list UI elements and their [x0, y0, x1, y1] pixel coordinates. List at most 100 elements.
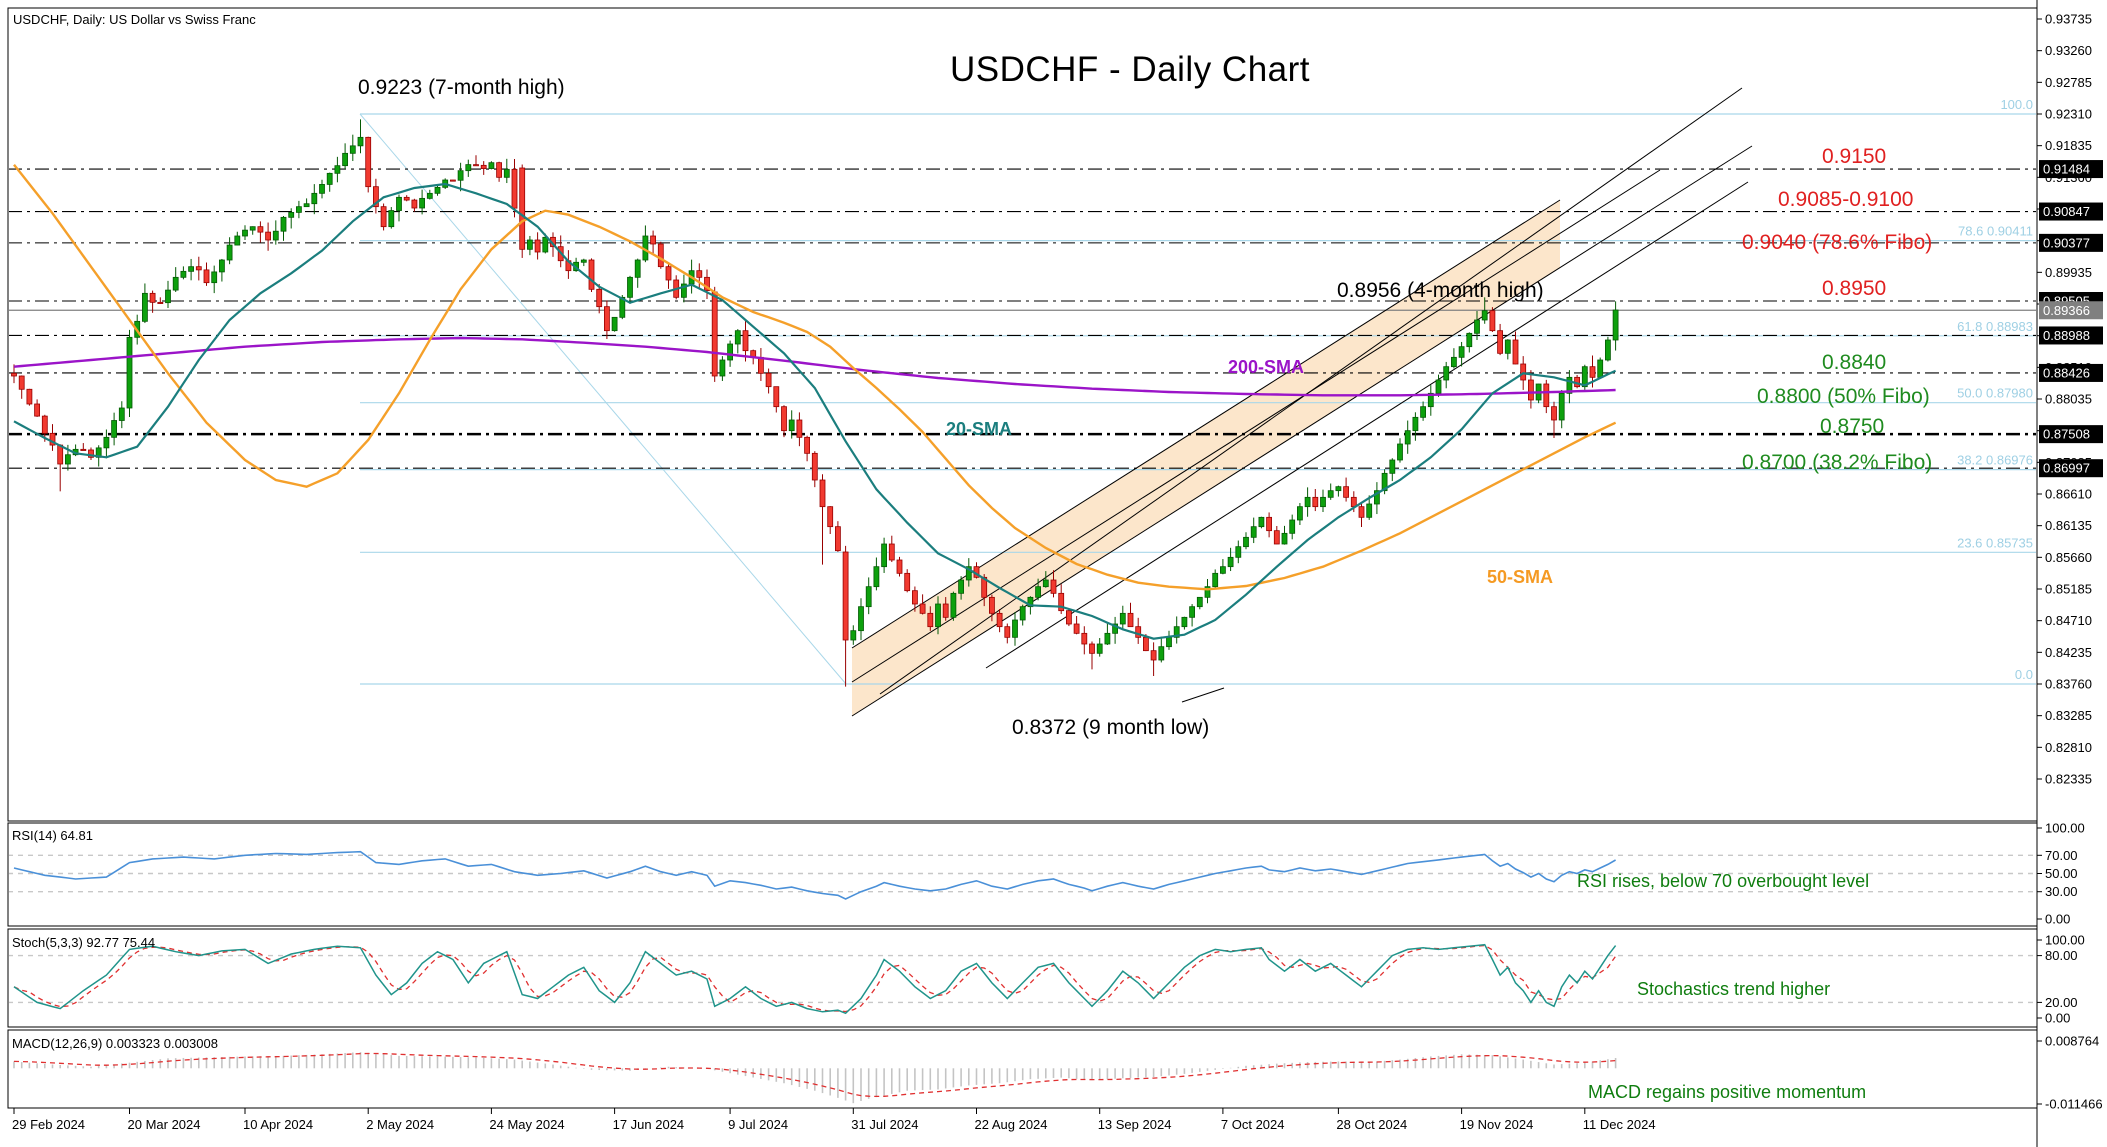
stoch-axis-tick: 80.00: [2045, 948, 2078, 963]
price-axis-box: [2039, 233, 2103, 252]
price-axis-box-value: 0.90377: [2043, 235, 2090, 250]
candlestick-series-down: [11, 136, 1596, 687]
rsi-axis-tick: 30.00: [2045, 884, 2078, 899]
price-axis-box-value: 0.89366: [2043, 303, 2090, 318]
date-axis-label: 19 Nov 2024: [1460, 1117, 1534, 1132]
rsi-axis-tick: 0.00: [2045, 912, 2070, 927]
resistance-0895-label: 0.8950: [1822, 277, 1887, 300]
rsi-line: [13, 850, 1616, 900]
price-axis-tick: 0.92310: [2045, 107, 2092, 122]
price-axis-box-value: 0.91484: [2043, 162, 2090, 177]
date-axis-label: 20 Mar 2024: [128, 1117, 201, 1132]
stoch-axis-tick: 0.00: [2045, 1011, 2070, 1026]
four-month-high-label: 0.8956 (4-month high): [1337, 279, 1544, 302]
stoch-axis-tick: 20.00: [2045, 995, 2078, 1010]
price-axis-tick: 0.86610: [2045, 487, 2092, 502]
date-axis-label: 31 Jul 2024: [851, 1117, 918, 1132]
rsi-axis-tick: 70.00: [2045, 848, 2078, 863]
sma200-label: 200-SMA: [1228, 357, 1305, 377]
price-axis-box-value: 0.87508: [2043, 427, 2090, 442]
page-title: USDCHF - Daily Chart: [949, 50, 1311, 89]
fibo-level-label: 23.6 0.85735: [1957, 535, 2033, 550]
macd-histogram: [13, 1052, 1617, 1104]
rsi-axis-tick: 100.00: [2045, 821, 2085, 836]
price-axis-tick: 0.91835: [2045, 138, 2092, 153]
price-axis-tick: 0.82335: [2045, 772, 2092, 787]
price-axis-tick: 0.84235: [2045, 645, 2092, 660]
low-pointer: [1181, 687, 1225, 703]
price-axis-tick: 0.92785: [2045, 75, 2092, 90]
stochastic-indicator-label: Stoch(5,3,3) 92.77 75.44: [12, 935, 156, 950]
fibo-level-label: 100.0: [2000, 97, 2033, 112]
price-axis-box: [2039, 425, 2103, 444]
price-axis-box-value: 0.90847: [2043, 204, 2090, 219]
fibo-level-label: 61.8 0.88983: [1957, 319, 2033, 334]
support-0884-label: 0.8840: [1822, 351, 1887, 374]
sma200-line: [13, 336, 1616, 397]
rsi-axis-tick: 50.00: [2045, 866, 2078, 881]
rsi-panel-plot: [9, 850, 2036, 900]
date-axis-label: 9 Jul 2024: [728, 1117, 788, 1132]
seven-month-high-label: 0.9223 (7-month high): [358, 76, 565, 99]
support-fibo50-label: 0.8800 (50% Fibo): [1757, 385, 1930, 408]
date-axis-label: 28 Oct 2024: [1336, 1117, 1407, 1132]
price-axis-tick: 0.82810: [2045, 740, 2092, 755]
macd-panel-plot: [13, 1052, 1617, 1104]
main-chart-plot: [9, 87, 2036, 717]
fibo-level-label: 50.0 0.87980: [1957, 386, 2033, 401]
stochastic-panel-plot: [9, 943, 2036, 1015]
date-axis-label: 2 May 2024: [366, 1117, 434, 1132]
date-axis-label: 29 Feb 2024: [12, 1117, 85, 1132]
price-axis-box: [2039, 160, 2103, 179]
date-axis-label: 7 Oct 2024: [1221, 1117, 1285, 1132]
price-axis-box: [2039, 202, 2103, 221]
resistance-fibo786-label: 0.9040 (78.6% Fibo): [1742, 231, 1933, 254]
price-axis-box-value: 0.86997: [2043, 461, 2090, 476]
stoch-note: Stochastics trend higher: [1637, 979, 1831, 999]
support-0875-label: 0.8750: [1820, 415, 1885, 438]
sma50-label: 50-SMA: [1487, 567, 1554, 587]
date-axis-label: 17 Jun 2024: [613, 1117, 685, 1132]
price-axis-box: [2039, 326, 2103, 345]
price-axis-tick: 0.93260: [2045, 43, 2092, 58]
macd-note: MACD regains positive momentum: [1588, 1082, 1867, 1102]
sma50-line: [13, 163, 1617, 591]
macd-axis-tick: 0.008764: [2045, 1034, 2099, 1049]
ray-steep-2: [985, 181, 1749, 669]
macd-axis-tick: -0.011466: [2045, 1096, 2103, 1111]
price-axis-box: [2039, 363, 2103, 382]
price-axis-tick: 0.89935: [2045, 265, 2092, 280]
nine-month-low-label: 0.8372 (9 month low): [1012, 716, 1210, 739]
price-axis-box: [2039, 301, 2103, 320]
price-axis-tick: 0.84710: [2045, 613, 2092, 628]
price-axis-tick: 0.88035: [2045, 392, 2092, 407]
date-axis-label: 11 Dec 2024: [1583, 1117, 1656, 1132]
price-axis-tick: 0.85660: [2045, 550, 2092, 565]
price-axis-tick: 0.85185: [2045, 582, 2092, 597]
stoch-axis-tick: 100.00: [2045, 933, 2085, 948]
date-axis-label: 22 Aug 2024: [975, 1117, 1048, 1132]
resistance-zone-label: 0.9085-0.9100: [1778, 188, 1914, 211]
price-axis-tick: 0.93735: [2045, 12, 2092, 27]
fibo-level-label: 78.6 0.90411: [1958, 224, 2033, 239]
macd-signal-line: [13, 1052, 1616, 1098]
date-axis-label: 10 Apr 2024: [243, 1117, 313, 1132]
date-axis-label: 24 May 2024: [489, 1117, 564, 1132]
rsi-note: RSI rises, below 70 overbought level: [1577, 871, 1870, 891]
ray-steep-1: [879, 87, 1743, 695]
price-axis-box-value: 0.88988: [2043, 328, 2090, 343]
sma20-label: 20-SMA: [946, 419, 1013, 439]
date-axis-label: 13 Sep 2024: [1098, 1117, 1172, 1132]
symbol-period-label: USDCHF, Daily: US Dollar vs Swiss Franc: [13, 12, 256, 27]
sma20-line: [13, 182, 1617, 640]
price-axis-tick: 0.86135: [2045, 518, 2092, 533]
rsi-indicator-label: RSI(14) 64.81: [12, 828, 93, 843]
resistance-0915-label: 0.9150: [1822, 145, 1887, 168]
price-axis-box-value: 0.88426: [2043, 365, 2090, 380]
fibo-diagonal: [359, 113, 847, 685]
fibo-level-label: 38.2 0.86976: [1957, 453, 2033, 468]
macd-indicator-label: MACD(12,26,9) 0.003323 0.003008: [12, 1036, 218, 1051]
price-axis-tick: 0.83760: [2045, 677, 2092, 692]
